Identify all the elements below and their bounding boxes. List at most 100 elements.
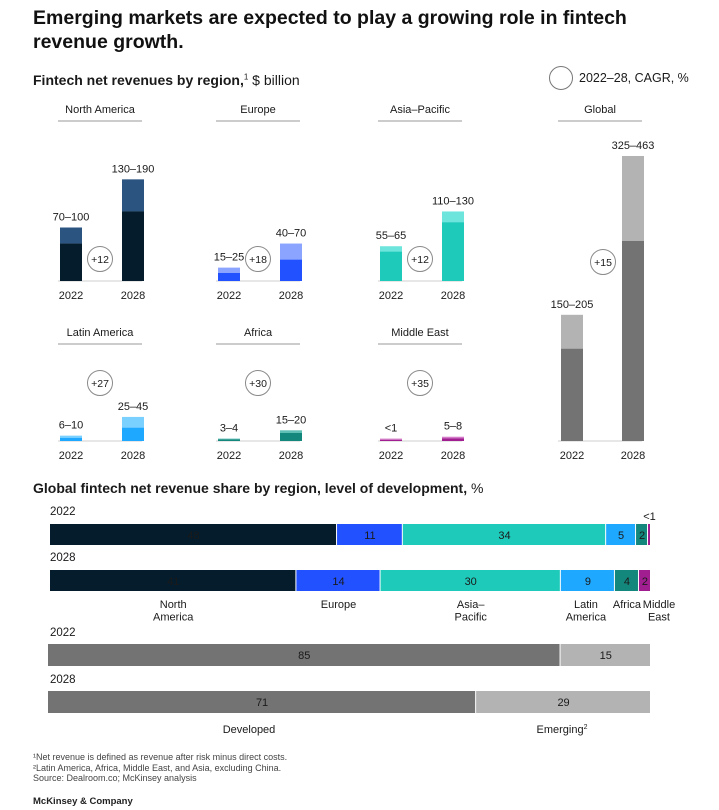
share-name-europe-1: Europe xyxy=(321,599,356,611)
cagr-label-asia-pacific: +12 xyxy=(411,254,429,266)
share-label-middle-east-2028: 2 xyxy=(642,576,648,588)
section-title-share: Global fintech net revenue share by regi… xyxy=(33,480,483,496)
year-label-africa-2022: 2022 xyxy=(217,450,241,462)
share-name-middle-east-1: Middle xyxy=(643,599,675,611)
share-label-asia-pacific-2022: 34 xyxy=(498,530,510,542)
bar-upper-latin-america-2022 xyxy=(60,435,82,438)
share-seg-africa-2028 xyxy=(614,570,638,591)
share-seg-asia-pacific-2022 xyxy=(402,524,606,545)
share-seg-emerging-2028 xyxy=(476,691,650,713)
share-seg-middle-east-2022 xyxy=(648,524,650,545)
value-label-global-2028: 325–463 xyxy=(612,140,655,152)
bar-lower-middle-east-2022 xyxy=(380,439,402,441)
year-label-north-america-2028: 2028 xyxy=(121,290,145,302)
bar-lower-global-2028 xyxy=(622,240,644,441)
share-seg-developed-2028 xyxy=(48,691,476,713)
bar-lower-north-america-2028 xyxy=(122,211,144,281)
year-label-europe-2022: 2022 xyxy=(217,290,241,302)
bar-lower-africa-2028 xyxy=(280,432,302,441)
year-label-global-2022: 2022 xyxy=(560,450,584,462)
value-label-europe-2022: 15–25 xyxy=(214,252,245,264)
cagr-label-middle-east: +35 xyxy=(411,378,429,390)
share-name-asia-pacific-1: Asia– xyxy=(457,599,485,611)
brand-logo-text: McKinsey & Company xyxy=(33,796,133,807)
year-label-latin-america-2028: 2028 xyxy=(121,450,145,462)
share-label-north-america-2028: 41 xyxy=(167,576,179,588)
bar-lower-latin-america-2028 xyxy=(122,427,144,441)
bar-upper-asia-pacific-2022 xyxy=(380,246,402,252)
share-label-emerging-2022: 15 xyxy=(600,650,612,662)
share-seg-asia-pacific-2028 xyxy=(380,570,560,591)
share-seg-developed-2022 xyxy=(48,644,560,666)
section-title-revenues: Fintech net revenues by region,1 $ billi… xyxy=(33,72,300,88)
share-seg-emerging-2022 xyxy=(560,644,650,666)
bar-upper-middle-east-2022 xyxy=(380,438,402,440)
year-label-global-2028: 2028 xyxy=(621,450,645,462)
cagr-bubble-europe xyxy=(245,246,271,272)
circle-icon xyxy=(549,66,573,90)
share-name-developed: Developed xyxy=(223,724,276,736)
share-seg-middle-east-2028 xyxy=(638,570,650,591)
share-name-latin-america-1: Latin xyxy=(574,599,598,611)
value-label-middle-east-2028: 5–8 xyxy=(444,421,462,433)
bar-lower-asia-pacific-2022 xyxy=(380,251,402,281)
page-title: Emerging markets are expected to play a … xyxy=(33,7,627,53)
bar-upper-latin-america-2028 xyxy=(122,416,144,428)
share-label-middle-east-2022: <1 xyxy=(643,511,656,523)
share-name-middle-east-2: East xyxy=(648,612,670,624)
cagr-bubble-asia-pacific xyxy=(407,246,433,272)
value-label-north-america-2028: 130–190 xyxy=(112,163,155,175)
unit-label: $ billion xyxy=(248,72,300,88)
panel-title-africa: Africa xyxy=(244,327,273,339)
section-title-revenues-text: Fintech net revenues by region, xyxy=(33,72,244,88)
bar-upper-global-2028 xyxy=(622,155,644,241)
bar-upper-asia-pacific-2028 xyxy=(442,211,464,223)
bar-lower-asia-pacific-2028 xyxy=(442,222,464,281)
share-label-africa-2028: 4 xyxy=(624,576,630,588)
cagr-legend: 2022–28, CAGR, % xyxy=(549,66,689,90)
bar-lower-latin-america-2022 xyxy=(60,437,82,441)
share-name-north-america-2: America xyxy=(153,612,194,624)
cagr-bubble-north-america xyxy=(87,246,113,272)
year-label-asia-pacific-2028: 2028 xyxy=(441,290,465,302)
share-unit-label: % xyxy=(467,480,484,496)
bar-lower-global-2022 xyxy=(561,348,583,441)
share-label-asia-pacific-2028: 30 xyxy=(465,576,477,588)
panel-title-asia-pacific: Asia–Pacific xyxy=(390,104,450,116)
year-label-latin-america-2022: 2022 xyxy=(59,450,83,462)
footnote-marker: 1 xyxy=(243,72,249,82)
year-label-asia-pacific-2022: 2022 xyxy=(379,290,403,302)
bar-lower-middle-east-2028 xyxy=(442,438,464,441)
footnotes: ¹Net revenue is defined as revenue after… xyxy=(33,752,287,784)
bar-upper-middle-east-2028 xyxy=(442,436,464,439)
cagr-bubble-latin-america xyxy=(87,370,113,396)
share-year-2022-development: 2022 xyxy=(50,627,76,639)
share-seg-latin-america-2028 xyxy=(560,570,614,591)
panel-title-middle-east: Middle East xyxy=(391,327,448,339)
share-seg-latin-america-2022 xyxy=(606,524,636,545)
value-label-middle-east-2022: <1 xyxy=(385,423,398,435)
bar-lower-north-america-2022 xyxy=(60,243,82,281)
source-note: Source: Dealroom.co; McKinsey analysis xyxy=(33,773,197,783)
cagr-label-north-america: +12 xyxy=(91,254,109,266)
share-label-europe-2028: 14 xyxy=(332,576,344,588)
share-seg-north-america-2028 xyxy=(50,570,296,591)
cagr-bubble-global xyxy=(590,249,616,275)
share-label-emerging-2028: 29 xyxy=(557,697,569,709)
share-label-developed-2022: 85 xyxy=(298,650,310,662)
year-label-north-america-2022: 2022 xyxy=(59,290,83,302)
bar-upper-north-america-2028 xyxy=(122,179,144,212)
bar-upper-africa-2028 xyxy=(280,430,302,433)
value-label-asia-pacific-2022: 55–65 xyxy=(376,230,407,242)
share-label-latin-america-2022: 5 xyxy=(618,530,624,542)
panel-title-europe: Europe xyxy=(240,104,275,116)
panel-title-latin-america: Latin America xyxy=(67,327,135,339)
share-label-latin-america-2028: 9 xyxy=(585,576,591,588)
value-label-latin-america-2028: 25–45 xyxy=(118,401,149,413)
share-label-europe-2022: 11 xyxy=(364,530,375,542)
value-label-europe-2028: 40–70 xyxy=(276,228,307,240)
share-name-africa-1: Africa xyxy=(613,599,642,611)
bar-upper-north-america-2022 xyxy=(60,227,82,244)
share-year-2028-regions: 2028 xyxy=(50,552,76,564)
value-label-north-america-2022: 70–100 xyxy=(53,212,90,224)
